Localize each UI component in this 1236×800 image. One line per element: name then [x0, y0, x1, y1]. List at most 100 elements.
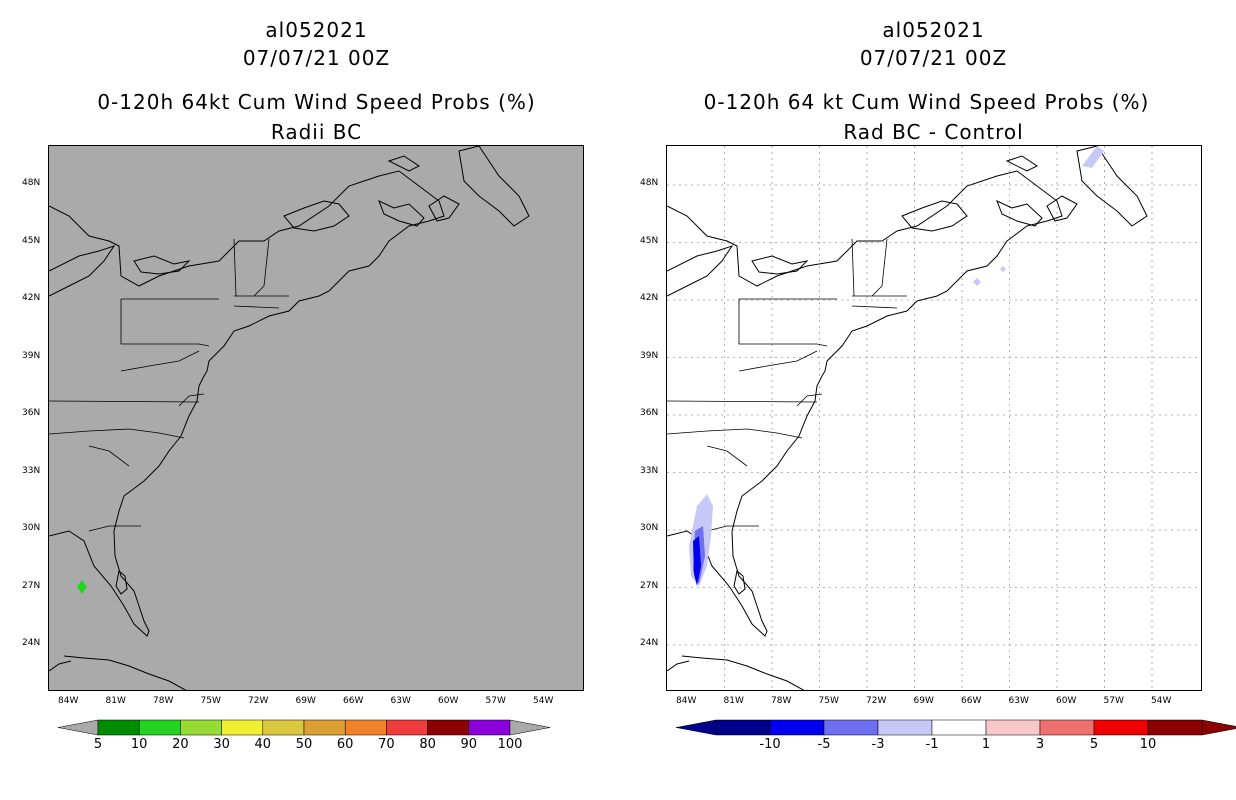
lat-label-27N: 27N: [22, 580, 41, 591]
lon-label-81W: 81W: [105, 696, 126, 706]
coastline-2: [49, 660, 72, 672]
colorbar-label: 10: [1139, 737, 1157, 752]
colorbar-label: 5: [1089, 737, 1099, 752]
colorbar-box-2: [823, 719, 879, 736]
colorbar-arrow-left: [57, 719, 99, 736]
colorbar-label: -5: [817, 737, 831, 752]
coastline-10: [133, 255, 191, 275]
state-border-8: [120, 350, 200, 372]
colorbar-box-7: [386, 719, 428, 736]
coastline-0: [667, 170, 1063, 637]
colorbar-box-3: [221, 719, 264, 736]
diff-contour-minus1-dot-a: [973, 278, 981, 286]
right-map-frame: [666, 145, 1202, 691]
colorbar-label: 80: [419, 737, 436, 752]
lon-label-75W: 75W: [200, 696, 221, 706]
right-product-title: 0-120h 64 kt Cum Wind Speed Probs (%): [703, 90, 1150, 114]
colorbar-arrow-left: [675, 719, 717, 736]
state-border-5: [253, 238, 270, 297]
lon-label-66W: 66W: [343, 696, 364, 706]
coastline-7: [1076, 146, 1148, 227]
colorbar-label: 60: [336, 737, 354, 752]
colorbar-box-7: [1093, 719, 1149, 736]
left-map: [49, 146, 530, 690]
coastline-6: [1046, 195, 1078, 222]
lon-label-57W: 57W: [485, 696, 506, 706]
coastline-10: [751, 255, 809, 275]
colorbar-box-4: [931, 719, 987, 736]
right-datetime: 07/07/21 00Z: [859, 46, 1008, 70]
colorbar-label: 1: [981, 737, 991, 752]
left-map-frame: [48, 145, 584, 691]
lat-label-27N: 27N: [640, 580, 659, 591]
colorbar-label: 50: [295, 737, 313, 752]
lon-label-69W: 69W: [913, 696, 934, 706]
state-border-3: [49, 428, 185, 439]
coastline-1: [681, 655, 805, 690]
left-datetime: 07/07/21 00Z: [242, 46, 391, 70]
coastline-4: [901, 200, 968, 232]
state-border-4: [233, 238, 237, 297]
lat-label-42N: 42N: [22, 293, 41, 303]
lon-label-72W: 72W: [866, 696, 887, 706]
colorbar-label: 90: [460, 737, 478, 752]
colorbar-box-2: [180, 719, 222, 736]
coastline-0: [49, 170, 445, 637]
lat-label-33N: 33N: [22, 465, 41, 476]
colorbar-box-1: [769, 719, 825, 736]
lon-label-54W: 54W: [1151, 696, 1172, 706]
coastline-3: [115, 570, 128, 595]
coastline-5: [996, 200, 1043, 227]
colorbar-box-9: [468, 719, 511, 736]
lat-label-30N: 30N: [640, 523, 659, 533]
lat-label-48N: 48N: [22, 178, 41, 188]
lat-label-39N: 39N: [640, 350, 659, 361]
state-border-8: [738, 350, 818, 372]
coastline-8: [387, 155, 420, 172]
diff-contour-minus1-north: [1082, 146, 1104, 168]
right-map: [667, 146, 1201, 690]
coastline-7: [458, 146, 530, 227]
left-subtitle: Radii BC: [270, 120, 363, 144]
lat-label-24N: 24N: [22, 638, 41, 648]
state-border-1: [120, 299, 210, 347]
coastline-3: [733, 570, 746, 595]
colorbar-label: 70: [378, 737, 395, 752]
state-border-2: [49, 400, 200, 403]
colorbar-label: 5: [93, 737, 103, 752]
colorbar-label: -1: [925, 737, 939, 752]
colorbar-label: -3: [871, 737, 885, 752]
lon-label-63W: 63W: [1008, 696, 1029, 706]
coastline-1: [63, 655, 187, 690]
state-border-2: [667, 400, 818, 403]
diff-contour-minus10-south: [693, 536, 701, 586]
colorbar-label: 100: [497, 737, 523, 752]
state-border-9: [796, 393, 823, 407]
lat-label-45N: 45N: [640, 235, 659, 246]
state-border-11: [88, 525, 141, 532]
colorbar-box-0: [97, 719, 140, 736]
colorbar-box-3: [877, 719, 933, 736]
lon-label-63W: 63W: [390, 696, 411, 706]
colorbar-label: 40: [254, 737, 272, 752]
lon-label-60W: 60W: [1056, 696, 1077, 706]
right-storm-id: al052021: [882, 18, 985, 42]
colorbar-label: 10: [130, 737, 148, 752]
lon-label-78W: 78W: [153, 696, 174, 706]
diff-contour-minus1-dot-b: [1000, 266, 1006, 272]
lon-label-57W: 57W: [1103, 696, 1124, 706]
right-subtitle: Rad BC - Control: [843, 120, 1024, 144]
state-border-1: [738, 299, 828, 347]
state-border-11: [706, 525, 759, 532]
colorbar-box-0: [715, 719, 771, 736]
colorbar-arrow-right: [509, 719, 551, 736]
state-border-5: [871, 238, 888, 297]
colorbar-label: 3: [1035, 737, 1045, 752]
lat-label-45N: 45N: [22, 235, 41, 246]
lon-label-66W: 66W: [961, 696, 982, 706]
lon-label-81W: 81W: [723, 696, 744, 706]
left-product-title: 0-120h 64kt Cum Wind Speed Probs (%): [97, 90, 536, 114]
colorbar-arrow-right: [1201, 719, 1236, 736]
lat-label-33N: 33N: [640, 465, 659, 476]
coastline-2: [667, 660, 690, 672]
